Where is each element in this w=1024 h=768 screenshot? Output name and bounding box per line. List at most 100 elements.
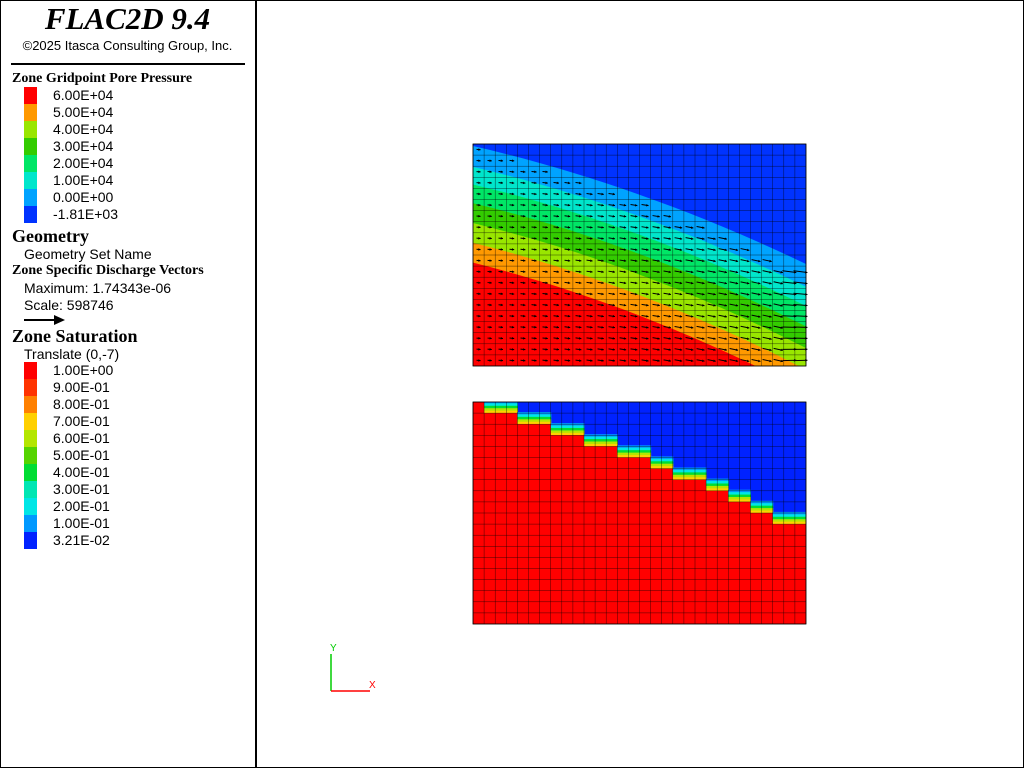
discharge-legend-title: Zone Specific Discharge Vectors [12, 263, 204, 278]
discharge-vector-head [702, 359, 705, 363]
discharge-vector-head [478, 336, 481, 340]
discharge-vector-head [769, 293, 772, 296]
discharge-vector-head [590, 203, 593, 207]
discharge-vector-head [623, 303, 627, 307]
saturation-band [495, 402, 507, 405]
discharge-vector-head [690, 226, 694, 229]
discharge-vector-head [713, 248, 716, 252]
saturation-band [761, 500, 774, 505]
saturation-band [572, 435, 585, 624]
discharge-vector-head [500, 292, 503, 296]
saturation-band [539, 421, 552, 426]
saturation-band [539, 419, 552, 423]
discharge-vector-head [500, 303, 503, 307]
discharge-vector-head [500, 359, 503, 362]
saturation-band [584, 439, 596, 443]
discharge-vector-head [746, 359, 750, 363]
discharge-vector-head [567, 314, 571, 318]
discharge-vector-head [579, 181, 582, 185]
discharge-vector-head [478, 348, 481, 351]
discharge-vector-head [489, 359, 492, 362]
discharge-vector-head [534, 314, 537, 318]
discharge-vector-head [511, 292, 515, 296]
discharge-vector-head [489, 225, 492, 229]
discharge-vector-head [780, 348, 783, 352]
discharge-vector-head [579, 203, 582, 207]
discharge-vector-head [523, 270, 526, 273]
discharge-vector-head [489, 336, 492, 340]
saturation-scale-label: 6.00E-01 [53, 430, 110, 446]
saturation-band [783, 511, 796, 516]
discharge-vector-head [793, 270, 797, 274]
saturation-band [639, 452, 652, 456]
discharge-vector-head [758, 359, 761, 363]
discharge-vector-head [556, 259, 559, 262]
discharge-vector-head [511, 270, 515, 273]
saturation-band [772, 511, 785, 516]
discharge-vector-head [567, 259, 571, 262]
saturation-band [761, 510, 774, 514]
discharge-vector-head [590, 259, 593, 262]
discharge-vector-head [579, 214, 582, 218]
discharge-vector-head [690, 270, 694, 274]
discharge-vector-head [623, 292, 627, 296]
discharge-vector-head [590, 237, 593, 240]
saturation-band [739, 494, 751, 498]
discharge-vector-head [679, 292, 683, 296]
discharge-vector-head [590, 325, 593, 329]
saturation-scale-label: 1.00E+00 [53, 362, 114, 378]
discharge-vector-head [523, 225, 526, 229]
discharge-vectors [476, 148, 808, 363]
discharge-vector-head [545, 237, 548, 240]
saturation-swatch [24, 515, 37, 532]
discharge-vector-head [478, 248, 481, 251]
discharge-vector-head [545, 270, 548, 273]
model-viewport[interactable]: Y X [257, 0, 1023, 768]
saturation-band [473, 397, 485, 400]
discharge-vector-head [556, 270, 559, 274]
saturation-band [728, 489, 740, 494]
saturation-band [761, 508, 774, 512]
discharge-vector [793, 303, 808, 306]
discharge-vector-head [478, 159, 481, 162]
saturation-band [717, 478, 729, 482]
discharge-vector-head [556, 192, 559, 196]
discharge-vector-head [668, 281, 671, 285]
discharge-vector-head [478, 148, 481, 151]
saturation-scale-label: 7.00E-01 [53, 413, 110, 429]
discharge-vector-head [579, 337, 582, 340]
pore-pressure-swatch [24, 155, 37, 172]
discharge-vector-head [623, 359, 627, 362]
discharge-vector-head [746, 326, 750, 329]
discharge-vector-head [690, 315, 694, 318]
discharge-vector-head [769, 304, 772, 307]
discharge-vector-head [646, 248, 649, 251]
saturation-band [506, 405, 518, 410]
discharge-vector-head [579, 325, 582, 329]
discharge-vector-head [590, 192, 593, 196]
saturation-band [473, 390, 485, 393]
saturation-band [728, 494, 740, 498]
saturation-band [750, 510, 763, 514]
discharge-vector-head [489, 270, 492, 273]
discharge-vector-head [634, 303, 638, 307]
discharge-vector-head [646, 337, 649, 340]
discharge-vector-head [758, 259, 761, 263]
discharge-vector [793, 270, 808, 274]
discharge-vector [793, 315, 808, 317]
discharge-vector-head [511, 237, 515, 240]
saturation-band [595, 443, 607, 448]
discharge-vector-head [805, 281, 808, 285]
saturation-band [473, 395, 485, 398]
saturation-band [628, 447, 640, 452]
discharge-vector-head [702, 292, 705, 296]
discharge-vector-head [579, 359, 582, 362]
saturation-band [506, 403, 518, 407]
saturation-band [572, 425, 585, 429]
discharge-vector-head [567, 337, 571, 340]
discharge-vector-head [500, 281, 503, 285]
discharge-vector-head [805, 314, 808, 318]
pore-pressure-swatch [24, 104, 37, 121]
saturation-band [517, 411, 529, 416]
saturation-band [617, 445, 629, 449]
